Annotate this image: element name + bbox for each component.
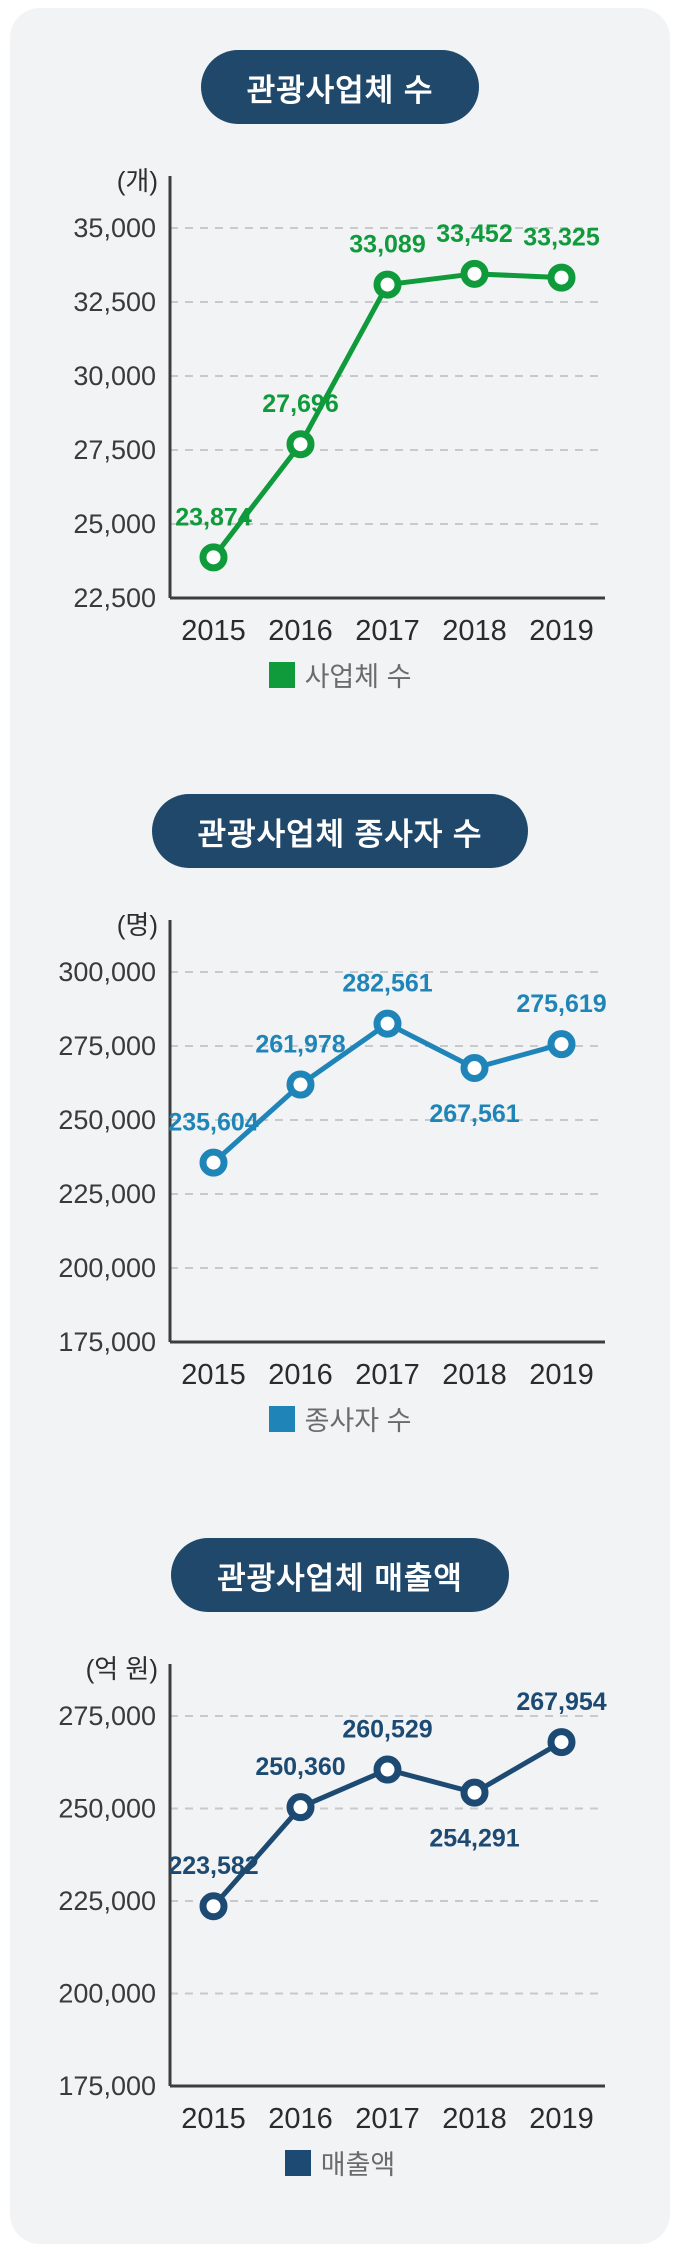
svg-text:23,874: 23,874 [175,503,252,531]
svg-text:267,954: 267,954 [516,1688,606,1716]
svg-text:250,000: 250,000 [58,1794,156,1824]
legend-swatch-icon [268,661,295,688]
gridlines [170,1715,605,1995]
svg-text:2019: 2019 [529,2103,594,2135]
legend-label: 사업체 수 [304,662,412,692]
axes [168,920,605,1344]
svg-text:223,582: 223,582 [168,1852,258,1880]
svg-text:2017: 2017 [355,2103,420,2135]
chart-title-badge: 관광사업체 종사자 수 [151,794,529,868]
y-axis-tick-labels: 275,000 250,000 225,000 200,000 175,000 [58,1701,156,2101]
chart-title: 관광사업체 매출액 [217,1560,463,1596]
svg-text:250,000: 250,000 [58,1105,156,1135]
svg-text:267,561: 267,561 [429,1100,519,1128]
value-labels: 235,604 261,978 282,561 267,561 275,619 [168,970,606,1137]
svg-text:2015: 2015 [181,615,246,647]
svg-text:2015: 2015 [181,1359,246,1391]
chart-title: 관광사업체 수 [246,72,434,108]
svg-text:225,000: 225,000 [58,1886,156,1916]
legend: 매출액 [284,2143,396,2182]
legend-swatch-icon [268,1405,295,1432]
chart-title-badge: 관광사업체 수 [200,50,480,124]
svg-text:2019: 2019 [529,615,594,647]
svg-text:200,000: 200,000 [58,1253,156,1283]
employee-count-line-chart: 300,000 275,000 250,000 225,000 200,000 175,0… [58,910,606,1391]
legend-swatch-icon [284,2149,311,2176]
infographic-card: 관광사업체 수 35,000 32,500 30,000 27,500 25,000 22… [10,8,670,2244]
section-employee-count: 관광사업체 종사자 수 300,000 275,000 250,000 225,000… [10,752,670,1496]
y-axis-tick-labels: 300,000 275,000 250,000 225,000 200,000 175,0… [58,957,156,1357]
value-labels: 223,582 250,360 260,529 254,291 267,954 [168,1688,606,1880]
revenue-line-chart: 275,000 250,000 225,000 200,000 175,000 (억 원)… [58,1654,606,2135]
svg-text:2018: 2018 [442,615,507,647]
svg-text:33,452: 33,452 [436,220,512,248]
svg-text:275,619: 275,619 [516,990,606,1018]
x-axis-labels: 2015 2016 2017 2018 2019 [181,2103,594,2135]
chart-title-badge: 관광사업체 매출액 [171,1538,509,1612]
gridlines [170,227,605,525]
svg-text:300,000: 300,000 [58,957,156,987]
section-revenue: 관광사업체 매출액 275,000 250,000 225,000 200,000 17… [10,1496,670,2240]
section-business-count: 관광사업체 수 35,000 32,500 30,000 27,500 25,000 22… [10,8,670,752]
data-point-markers [199,259,576,572]
svg-text:225,000: 225,000 [58,1179,156,1209]
axes [168,176,605,600]
chart-title: 관광사업체 종사자 수 [197,816,483,852]
x-axis-labels: 2015 2016 2017 2018 2019 [181,615,594,647]
data-point-markers [199,1009,576,1177]
y-axis-tick-labels: 35,000 32,500 30,000 27,500 25,000 22,500 [73,213,156,613]
svg-text:261,978: 261,978 [255,1031,345,1059]
legend-label: 종사자 수 [304,1406,412,1436]
svg-text:2016: 2016 [268,615,333,647]
svg-text:200,000: 200,000 [58,1979,156,2009]
svg-text:250,360: 250,360 [255,1753,345,1781]
axes [168,1664,605,2088]
svg-text:2018: 2018 [442,2103,507,2135]
svg-text:175,000: 175,000 [58,2071,156,2101]
value-labels: 23,874 27,696 33,089 33,452 33,325 [175,220,600,532]
unit-label: (명) [117,910,158,940]
svg-text:35,000: 35,000 [73,213,156,243]
gridlines [170,971,605,1269]
svg-text:235,604: 235,604 [168,1109,258,1137]
svg-text:2016: 2016 [268,2103,333,2135]
svg-text:2017: 2017 [355,1359,420,1391]
svg-text:33,325: 33,325 [523,224,600,252]
svg-text:27,500: 27,500 [73,435,156,465]
svg-text:25,000: 25,000 [73,509,156,539]
business-count-line-chart: 35,000 32,500 30,000 27,500 25,000 22,500 (개) 2… [73,166,605,647]
svg-text:33,089: 33,089 [349,231,425,259]
svg-text:2019: 2019 [529,1359,594,1391]
svg-text:275,000: 275,000 [58,1031,156,1061]
data-point-markers [199,1728,576,1921]
svg-text:282,561: 282,561 [342,970,432,998]
svg-text:254,291: 254,291 [429,1825,519,1853]
legend-label: 매출액 [320,2150,396,2180]
svg-text:27,696: 27,696 [262,390,338,418]
svg-text:30,000: 30,000 [73,361,156,391]
svg-text:2016: 2016 [268,1359,333,1391]
svg-text:32,500: 32,500 [73,287,156,317]
svg-text:275,000: 275,000 [58,1701,156,1731]
legend: 종사자 수 [268,1399,412,1438]
svg-text:2018: 2018 [442,1359,507,1391]
svg-text:260,529: 260,529 [342,1716,432,1744]
legend: 사업체 수 [268,655,412,694]
unit-label: (개) [117,166,158,196]
svg-text:2017: 2017 [355,615,420,647]
x-axis-labels: 2015 2016 2017 2018 2019 [181,1359,594,1391]
svg-text:22,500: 22,500 [73,583,156,613]
svg-text:175,000: 175,000 [58,1327,156,1357]
svg-text:2015: 2015 [181,2103,246,2135]
unit-label: (억 원) [86,1654,158,1684]
